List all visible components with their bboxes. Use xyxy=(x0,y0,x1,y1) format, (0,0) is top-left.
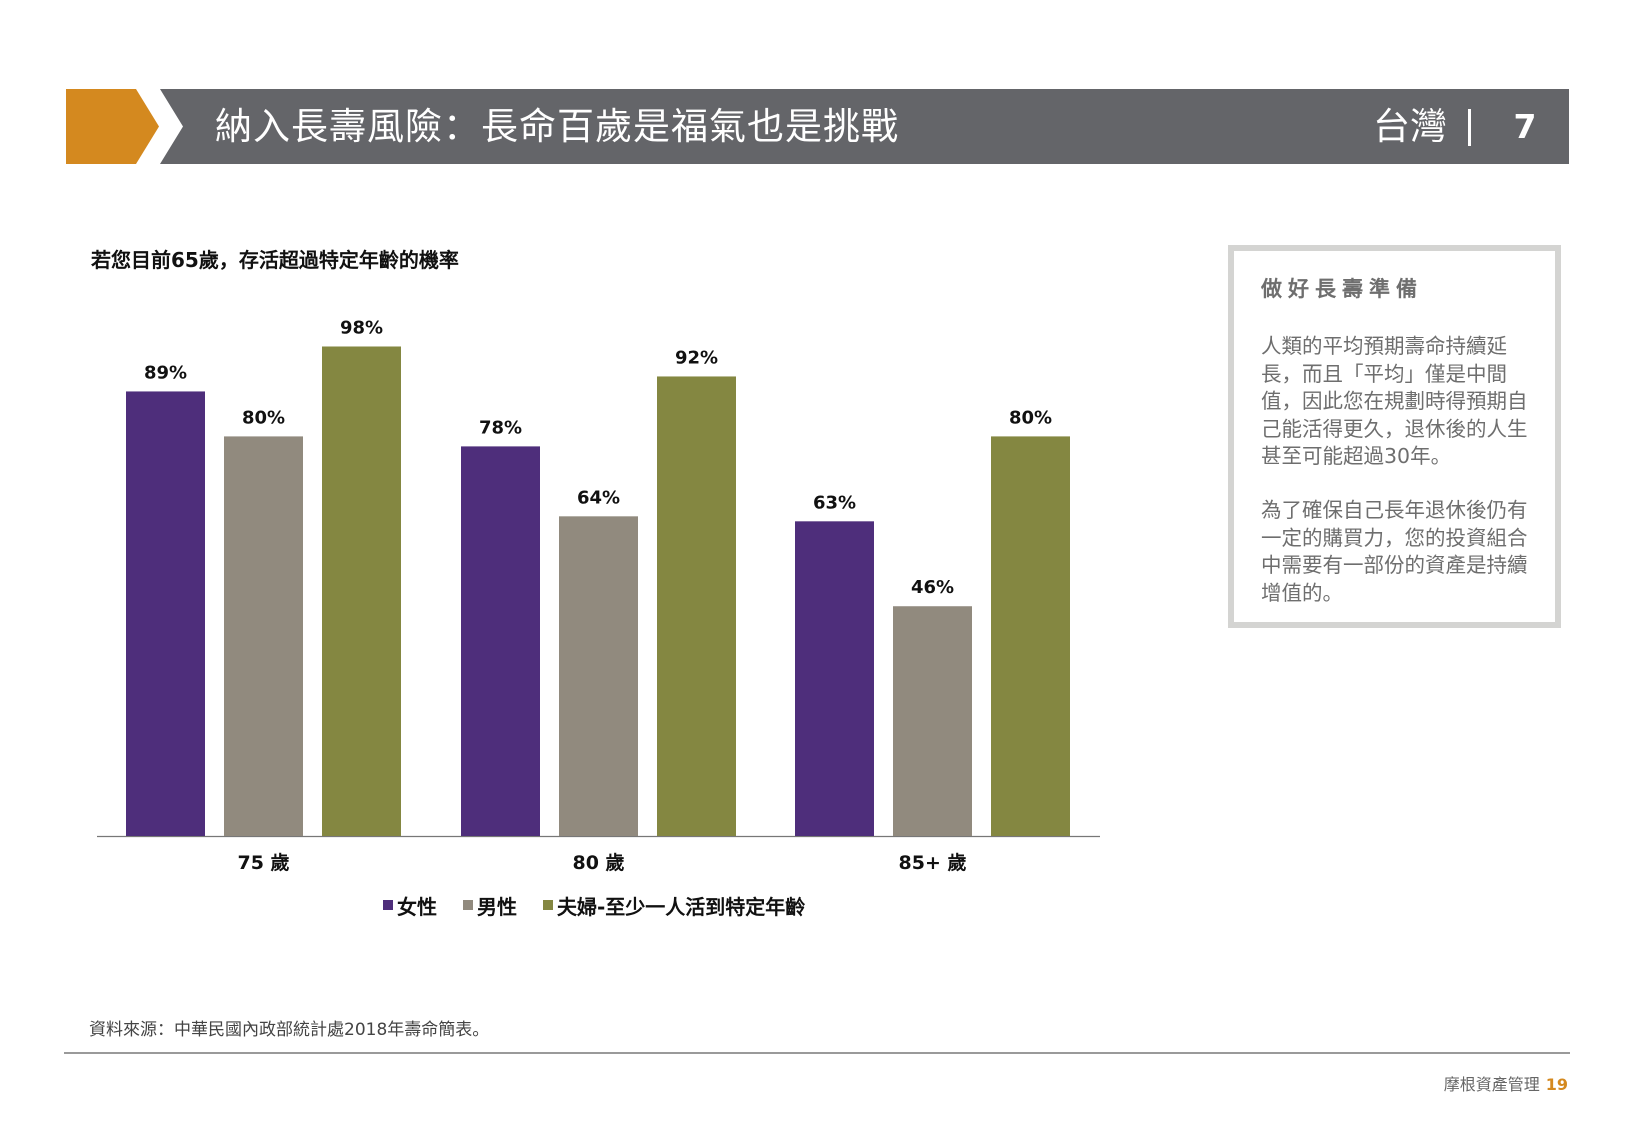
data-label-couple-3: 80% xyxy=(1009,407,1052,428)
bar-male-1 xyxy=(224,436,303,836)
legend-item-couple: 夫婦-至少一人活到特定年齡 xyxy=(543,891,805,920)
legend-label-couple: 夫婦-至少一人活到特定年齡 xyxy=(557,894,806,919)
bar-couple-2 xyxy=(657,376,736,836)
bar-male-3 xyxy=(893,606,972,836)
data-label-couple-1: 98% xyxy=(340,317,383,338)
sidebox-heading: 做好長壽準備 xyxy=(1261,277,1423,301)
x-tick-label-3: 85+ 歲 xyxy=(899,851,967,874)
longevity-sidebox: 做好長壽準備 人類的平均預期壽命持續延長，而且「平均」僅是中間值，因此您在規劃時… xyxy=(1228,245,1561,628)
legend-swatch-male xyxy=(463,900,473,910)
data-label-male-1: 80% xyxy=(242,407,285,428)
legend-label-male: 男性 xyxy=(477,894,517,919)
footer-page-number: 19 xyxy=(1545,1075,1568,1094)
header-separator xyxy=(1468,109,1471,146)
legend-swatch-couple xyxy=(543,900,553,910)
bar-female-2 xyxy=(461,446,540,836)
source-note: 資料來源：中華民國內政部統計處2018年壽命簡表。 xyxy=(89,1020,490,1040)
bar-male-2 xyxy=(559,516,638,836)
data-label-male-3: 46% xyxy=(911,577,954,598)
page-title: 納入長壽風險：長命百歲是福氣也是挑戰 xyxy=(215,105,899,148)
data-label-female-2: 78% xyxy=(479,417,522,438)
footer-company: 摩根資產管理 xyxy=(1443,1075,1540,1094)
region-label: 台灣 xyxy=(1373,105,1447,148)
sidebox-paragraph-1: 人類的平均預期壽命持續延長，而且「平均」僅是中間值，因此您在規劃時得預期自己能活… xyxy=(1261,334,1528,468)
header-page-number: 7 xyxy=(1513,107,1537,146)
legend-item-male: 男性 xyxy=(463,891,517,920)
data-label-male-2: 64% xyxy=(577,487,620,508)
data-label-female-1: 89% xyxy=(144,362,187,383)
legend-swatch-female xyxy=(383,900,393,910)
sidebox-paragraph-2: 為了確保自己長年退休後仍有一定的購買力，您的投資組合中需要有一部份的資產是持續增… xyxy=(1261,498,1528,605)
header-arrow-shape xyxy=(66,89,159,164)
page-footer: 摩根資產管理 19 xyxy=(1444,1071,1568,1095)
data-label-female-3: 63% xyxy=(813,492,856,513)
chart-title: 若您目前65歲，存活超過特定年齡的機率 xyxy=(91,248,459,272)
bar-couple-1 xyxy=(322,346,401,836)
bar-female-1 xyxy=(126,391,205,836)
x-tick-label-1: 75 歲 xyxy=(237,851,289,874)
header-bar xyxy=(160,89,1569,164)
bar-couple-3 xyxy=(991,436,1070,836)
data-label-couple-2: 92% xyxy=(675,347,718,368)
x-tick-label-2: 80 歲 xyxy=(572,851,624,874)
bar-female-3 xyxy=(795,521,874,836)
legend-label-female: 女性 xyxy=(397,894,437,919)
legend-item-female: 女性 xyxy=(383,891,437,920)
footer-divider xyxy=(64,1052,1570,1054)
chart-legend: 女性 男性 夫婦-至少一人活到特定年齡 xyxy=(383,890,831,920)
